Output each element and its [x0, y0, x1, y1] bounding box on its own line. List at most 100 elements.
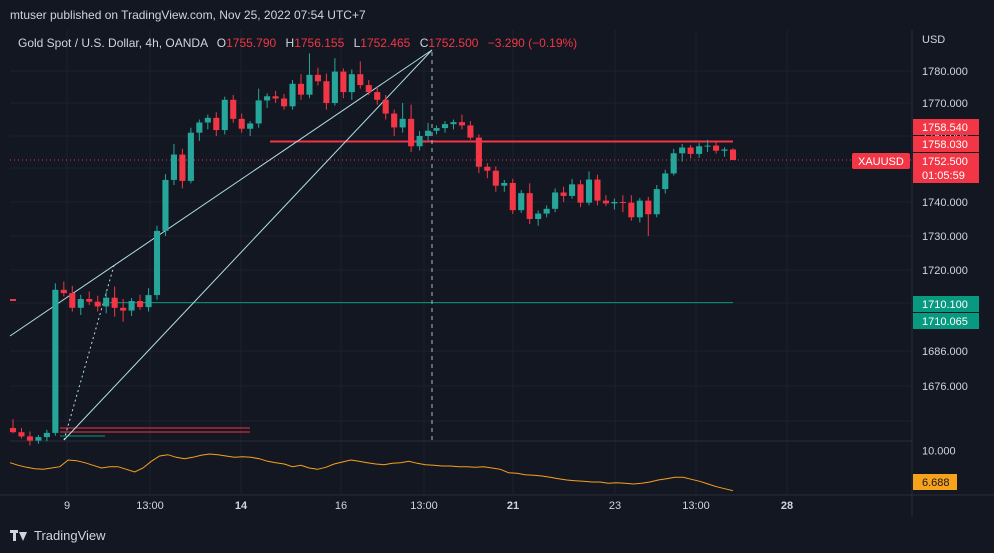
price-tick-label: 1740.000 — [922, 197, 968, 209]
candle-body — [238, 118, 245, 129]
last-price-text: 1752.500 — [922, 156, 968, 168]
candle-body — [543, 208, 550, 214]
candle-body — [170, 154, 177, 180]
oscillator-line — [9, 453, 734, 492]
top-bar: mtuser published on TradingView.com, Nov… — [0, 0, 994, 30]
candle-body — [196, 122, 203, 133]
candle-body — [103, 297, 110, 307]
candle-body — [314, 74, 321, 82]
candle-body — [281, 98, 288, 107]
time-tick-label: 13:00 — [410, 500, 438, 512]
candle-body — [382, 99, 389, 114]
ohlc-legend: Gold Spot / U.S. Dollar, 4h, OANDA O1755… — [18, 36, 577, 50]
candle-body — [297, 83, 305, 95]
candle-body — [272, 96, 279, 99]
time-tick-label: 23 — [609, 500, 621, 512]
change-value: −3.290 (−0.19%) — [487, 36, 578, 50]
oscillator-value-box — [913, 474, 957, 490]
candle-body — [662, 173, 669, 190]
time-tick-label: 13:00 — [682, 500, 710, 512]
candle-body — [60, 289, 67, 294]
price-axis: 1780.0001770.0001760.0001750.0001740.000… — [922, 66, 968, 458]
candle-body — [162, 179, 169, 231]
candle-body — [416, 136, 423, 147]
price-label-box — [913, 119, 979, 135]
symbol-title: Gold Spot / U.S. Dollar, 4h, OANDA — [18, 36, 208, 50]
trend-line-dotted — [63, 261, 116, 441]
candle-body — [569, 184, 576, 196]
price-tick-label: 1730.000 — [922, 231, 968, 243]
close-value: 1752.500 — [428, 36, 479, 50]
candle-body — [475, 137, 482, 167]
candle-body — [577, 184, 584, 203]
candle-body — [450, 122, 457, 125]
candle-body — [467, 125, 474, 138]
open-value: 1755.790 — [226, 36, 277, 50]
price-label-box — [913, 296, 979, 312]
oscillator-tick-label: 10.000 — [922, 446, 956, 458]
time-tick-label: 9 — [64, 500, 70, 512]
time-tick-label: 28 — [781, 500, 793, 512]
currency-label[interactable]: USD — [922, 34, 946, 46]
chart-area[interactable] — [0, 30, 994, 517]
candle-body — [247, 123, 254, 129]
grid-lines — [0, 30, 994, 517]
price-tick-label: 1676.000 — [922, 381, 968, 393]
candle-body — [137, 301, 144, 308]
oscillator-value-text: 6.688 — [922, 477, 950, 489]
candle-body — [145, 295, 152, 308]
candle-body — [306, 74, 313, 95]
price-label-text: 1710.100 — [922, 299, 968, 311]
candle-body — [26, 436, 33, 441]
candle-body — [526, 193, 533, 219]
symbol-badge-text: XAUUSD — [858, 156, 904, 168]
candle-body — [391, 113, 398, 128]
candle-body — [645, 200, 652, 215]
candle-body — [501, 182, 508, 186]
candle-body — [230, 99, 237, 119]
price-label-text: 1710.065 — [922, 316, 968, 328]
candle-body — [594, 179, 601, 201]
candle-body — [399, 118, 406, 128]
price-label-text: 1758.540 — [922, 122, 968, 134]
candle-body — [120, 307, 127, 311]
candle-body — [696, 146, 703, 154]
candle-body — [484, 166, 491, 171]
candle-body — [704, 145, 711, 147]
tradingview-logo-icon — [10, 530, 28, 541]
candle-body — [264, 96, 271, 101]
candle-body — [221, 99, 228, 131]
price-chart[interactable]: 1780.0001770.0001760.0001750.0001740.000… — [0, 0, 994, 517]
candle-body — [518, 193, 525, 211]
candle-body — [687, 147, 694, 154]
low-label: L — [353, 36, 361, 50]
price-tick-label: 1780.000 — [922, 66, 968, 78]
candle-body — [535, 213, 542, 219]
price-label-text: 1758.030 — [922, 139, 968, 151]
trend-line — [63, 49, 433, 441]
close-label: C — [419, 36, 429, 50]
candle-body — [408, 118, 415, 147]
candle-body — [128, 301, 135, 311]
candle-body — [289, 83, 296, 107]
candle-body — [340, 71, 347, 93]
candle-body — [77, 299, 84, 308]
candle-body — [552, 192, 559, 209]
candle-body — [43, 432, 50, 438]
candle-body — [628, 202, 635, 218]
candle-body — [729, 149, 737, 160]
symbol-badge — [852, 153, 910, 169]
price-label-box — [913, 313, 979, 329]
candle-body — [458, 122, 465, 126]
candle-body — [323, 81, 330, 103]
price-tick-label: 1720.000 — [922, 265, 968, 277]
candle-body — [255, 100, 262, 124]
candle-body — [721, 149, 728, 151]
candle-body — [713, 145, 720, 151]
candle-body — [94, 301, 101, 307]
low-value: 1752.465 — [360, 36, 411, 50]
footer-bar — [0, 517, 994, 553]
price-label-box — [913, 136, 979, 152]
candle-body — [374, 92, 381, 100]
tradingview-brand[interactable]: TradingView — [10, 528, 106, 543]
